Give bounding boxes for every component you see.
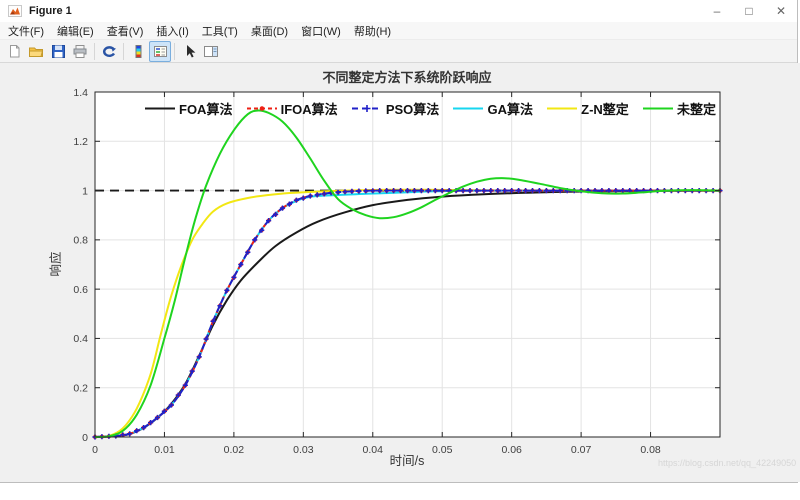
legend-label: 未整定	[676, 101, 716, 117]
figure-palette-button[interactable]	[200, 41, 222, 62]
legend-label: IFOA算法	[280, 101, 338, 117]
x-tick-label: 0.08	[640, 444, 661, 456]
axes-box	[94, 91, 721, 438]
menu-edit[interactable]: 编辑(E)	[57, 25, 94, 38]
watermark: https://blog.csdn.net/qq_42249050	[658, 458, 797, 468]
plot-canvas: 0 0.01 0.02 0.03 0.04 0.05 0.06 0.07 0.08 0 0.2 0.4…	[48, 70, 723, 468]
legend-item-ga[interactable]: GA算法	[453, 99, 533, 118]
legend-item-untuned[interactable]: 未整定	[642, 99, 716, 118]
legend-line-solid-icon	[642, 107, 673, 109]
legend-label: GA算法	[487, 101, 533, 117]
maximize-button[interactable]: □	[745, 4, 753, 18]
rotate-3d-icon	[103, 45, 116, 57]
x-tick-label: 0.04	[363, 444, 384, 456]
x-tick-label: 0.06	[501, 444, 522, 456]
colorbar-icon	[135, 44, 141, 58]
rotate-3d-button[interactable]	[98, 41, 120, 62]
title-bar: Figure 1 – □ ✕	[0, 0, 797, 22]
y-tick-label: 1.4	[73, 87, 88, 99]
new-document-icon	[9, 44, 19, 57]
toolbar	[0, 40, 797, 63]
menu-file[interactable]: 文件(F)	[8, 25, 45, 38]
y-tick-label: 1.2	[73, 136, 88, 148]
y-tick-label: 0	[82, 432, 88, 444]
insert-legend-button[interactable]	[149, 40, 171, 62]
legend-label: FOA算法	[179, 101, 233, 117]
save-floppy-icon	[51, 44, 65, 58]
edit-plot-button[interactable]	[178, 41, 200, 62]
open-folder-icon	[29, 47, 44, 57]
minimize-button[interactable]: –	[713, 4, 721, 18]
open-file-button[interactable]	[25, 41, 47, 62]
grid-lines	[95, 92, 720, 437]
legend-label: PSO算法	[385, 101, 440, 117]
x-tick-label: 0.01	[154, 444, 175, 456]
pointer-arrow-icon	[186, 44, 195, 57]
legend-line-dash-plus-icon	[351, 104, 382, 112]
menu-window[interactable]: 窗口(W)	[301, 25, 341, 38]
legend-item-foa[interactable]: FOA算法	[145, 99, 232, 118]
figure-canvas: 0 0.01 0.02 0.03 0.04 0.05 0.06 0.07 0.08 0 0.2 0.4…	[0, 63, 800, 482]
series-curves	[92, 109, 723, 440]
y-axis-label: 响应	[48, 251, 63, 276]
y-tick-label: 0.6	[73, 284, 88, 296]
legend-item-ifoa[interactable]: IFOA算法	[246, 99, 338, 118]
legend-icon	[153, 45, 167, 57]
legend-item-pso[interactable]: PSO算法	[351, 99, 440, 118]
x-tick-label: 0.07	[571, 444, 592, 456]
new-figure-button[interactable]	[3, 41, 25, 62]
y-tick-label: 1	[82, 185, 88, 197]
menu-desktop[interactable]: 桌面(D)	[250, 25, 289, 38]
toolbar-separator	[94, 42, 95, 60]
legend-line-solid-icon	[453, 107, 484, 109]
matlab-figure-icon	[8, 5, 22, 17]
x-tick-label: 0.05	[432, 444, 453, 456]
axes-background	[95, 92, 720, 437]
x-axis-label: 时间/s	[390, 454, 425, 468]
menu-bar: 文件(F) 编辑(E) 查看(V) 插入(I) 工具(T) 桌面(D) 窗口(W…	[0, 22, 797, 40]
window-title: Figure 1	[29, 5, 72, 17]
print-button[interactable]	[69, 41, 91, 62]
toolbar-separator	[174, 42, 175, 60]
legend: FOA算法 IFOA算法 PSO算法 GA算法	[95, 99, 720, 118]
menu-help[interactable]: 帮助(H)	[353, 25, 392, 38]
legend-line-dash-dot-icon	[246, 105, 277, 111]
toolbar-separator	[123, 42, 124, 60]
x-tick-label: 0.02	[224, 444, 245, 456]
legend-line-solid-icon	[547, 107, 578, 109]
chart-title: 不同整定方法下系统阶跃响应	[322, 70, 491, 85]
printer-icon	[73, 44, 87, 58]
menu-tools[interactable]: 工具(T)	[201, 25, 238, 38]
insert-colorbar-button[interactable]	[127, 41, 149, 62]
legend-label: Z-N整定	[581, 101, 629, 117]
tick-labels: 0 0.01 0.02 0.03 0.04 0.05 0.06 0.07 0.08 0 0.2 0.4…	[73, 87, 661, 456]
x-tick-label: 0.03	[293, 444, 314, 456]
legend-item-zn[interactable]: Z-N整定	[547, 99, 629, 118]
close-button[interactable]: ✕	[775, 4, 787, 18]
axes-border	[94, 91, 721, 438]
y-tick-label: 0.2	[73, 383, 88, 395]
legend-line-solid-icon	[145, 107, 175, 109]
save-button[interactable]	[47, 41, 69, 62]
series-line-5	[94, 109, 721, 438]
menu-insert[interactable]: 插入(I)	[156, 25, 189, 38]
figure-palette-icon	[204, 45, 218, 57]
menu-view[interactable]: 查看(V)	[106, 25, 144, 38]
y-tick-label: 0.8	[73, 235, 88, 247]
x-tick-label: 0	[92, 444, 98, 456]
y-tick-label: 0.4	[73, 333, 88, 345]
figure-window: Figure 1 – □ ✕ 文件(F) 编辑(E) 查看(V) 插入(I) 工…	[0, 0, 800, 483]
